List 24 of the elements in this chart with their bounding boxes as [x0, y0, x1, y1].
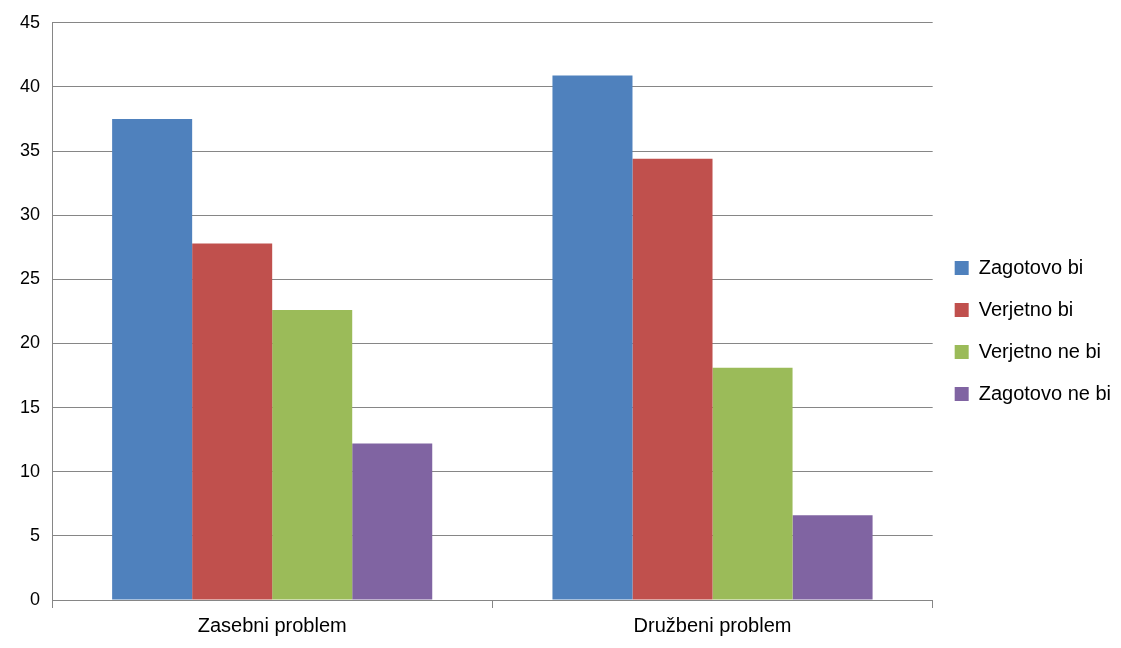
y-tick-label: 0: [30, 588, 41, 609]
y-tick-label: 15: [19, 396, 41, 417]
y-tick-label: 30: [19, 204, 41, 225]
bar: [552, 75, 633, 600]
legend-label: Verjetno ne bi: [978, 339, 1102, 362]
x-tick-label: Zasebni problem: [197, 613, 347, 636]
bar: [192, 243, 273, 600]
legend-label: Zagotovo bi: [978, 255, 1084, 278]
bar: [352, 443, 433, 600]
bar: [792, 515, 873, 600]
bar: [272, 310, 353, 600]
y-tick-label: 25: [19, 268, 41, 289]
y-tick-label: 20: [19, 332, 41, 353]
legend-label: Verjetno bi: [978, 297, 1074, 320]
y-tick-label: 45: [19, 11, 41, 32]
bar: [712, 367, 793, 600]
y-tick-label: 40: [19, 75, 41, 96]
legend-label: Zagotovo ne bi: [978, 381, 1112, 404]
y-tick-label: 35: [19, 140, 41, 161]
y-tick-label: 5: [30, 524, 41, 545]
bar: [632, 158, 713, 600]
bar: [112, 119, 193, 600]
x-tick-label: Družbeni problem: [633, 613, 792, 636]
y-tick-label: 10: [19, 460, 41, 481]
